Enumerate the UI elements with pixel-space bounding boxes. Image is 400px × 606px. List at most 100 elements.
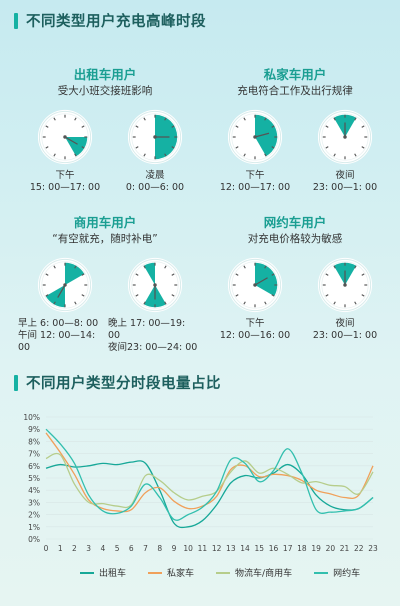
clock-tick xyxy=(53,153,56,157)
legend-item: 物流车/商用车 xyxy=(216,566,292,579)
section1-title: 不同类型用户充电高峰时段 xyxy=(26,14,206,30)
clock-tick xyxy=(81,125,85,128)
clock-icon xyxy=(227,257,283,313)
clock-icon xyxy=(37,257,93,313)
x-tick-label: 17 xyxy=(283,544,293,553)
time-label: 夜间 23: 00—1: 00 xyxy=(312,170,378,193)
user-peak-grid: 出租车用户 受大小班交接班影响 下午 15: 00—17: 00 凌晨 0: 00—… xyxy=(10,58,390,354)
y-tick-label: 2% xyxy=(28,511,40,520)
clock-tick xyxy=(81,273,85,276)
legend-label: 出租车 xyxy=(99,569,127,579)
clock-tick xyxy=(333,117,336,121)
clock-tick xyxy=(171,273,175,276)
legend-swatch xyxy=(216,571,231,574)
clock-center xyxy=(343,135,347,139)
legend-swatch xyxy=(148,571,163,574)
clock-tick xyxy=(74,153,77,157)
user-desc: “有空就充，随时补电” xyxy=(52,233,158,245)
y-tick-label: 10% xyxy=(23,413,40,422)
clock-tick xyxy=(135,125,139,128)
clock-tick xyxy=(354,117,357,121)
clock-tick xyxy=(361,146,365,149)
clock-tick xyxy=(45,294,49,297)
legend-label: 网约车 xyxy=(333,569,361,579)
section2-title: 不同用户类型分时段电量占比 xyxy=(26,376,221,392)
user-title: 出租车用户 xyxy=(73,67,137,82)
user-title: 商用车用户 xyxy=(73,215,137,230)
clock-icon xyxy=(127,109,183,165)
clock-icon xyxy=(317,257,373,313)
x-tick-label: 15 xyxy=(254,544,264,553)
clock-tick xyxy=(333,301,336,305)
clock-tick xyxy=(354,265,357,269)
clock-tick xyxy=(264,153,267,157)
x-tick-label: 0 xyxy=(44,544,49,553)
clock-tick xyxy=(74,117,77,121)
clock-tick xyxy=(53,117,56,121)
y-tick-label: 4% xyxy=(28,486,40,495)
clock-tick xyxy=(235,146,239,149)
clock-tick xyxy=(164,153,167,157)
y-tick-label: 0% xyxy=(28,535,40,544)
user-card-private: 私家车用户 充电符合工作及出行规律 下午 12: 00—17: 00 夜间 23: … xyxy=(200,58,390,206)
user-desc: 充电符合工作及出行规律 xyxy=(237,85,353,97)
clock-center xyxy=(63,135,67,139)
clock-tick xyxy=(235,294,239,297)
accent-bar xyxy=(14,12,18,29)
clock-tick xyxy=(271,146,275,149)
time-label: 下午 12: 00—16: 00 xyxy=(219,318,291,341)
y-tick-label: 8% xyxy=(28,437,40,446)
user-card-commercial: 商用车用户 “有空就充，随时补电” 早上 6: 00—8: 00 午间 12: 0… xyxy=(10,206,200,354)
clock-tick xyxy=(81,294,85,297)
clock-tick xyxy=(333,265,336,269)
legend-item: 网约车 xyxy=(314,566,360,579)
clock-tick xyxy=(325,146,329,149)
x-tick-label: 3 xyxy=(86,544,91,553)
x-tick-label: 23 xyxy=(368,544,378,553)
user-desc: 受大小班交接班影响 xyxy=(57,85,153,97)
x-tick-label: 19 xyxy=(311,544,321,553)
clock-tick xyxy=(361,125,365,128)
clock-tick xyxy=(74,265,77,269)
clock-tick xyxy=(164,117,167,121)
series-line-3 xyxy=(45,428,374,521)
clock-center xyxy=(153,283,157,287)
x-tick-label: 1 xyxy=(58,544,63,553)
time-label: 下午 12: 00—17: 00 xyxy=(219,170,291,193)
clock-tick xyxy=(171,146,175,149)
clock-tick xyxy=(243,301,246,305)
peak-sector xyxy=(65,137,88,157)
clock-tick xyxy=(45,146,49,149)
peak-sector xyxy=(255,114,278,157)
legend-label: 私家车 xyxy=(167,569,195,579)
y-tick-label: 5% xyxy=(28,474,40,483)
clock-tick xyxy=(135,294,139,297)
clock-tick xyxy=(81,146,85,149)
clock-tick xyxy=(53,265,56,269)
clock-tick xyxy=(361,294,365,297)
clock-tick xyxy=(45,273,49,276)
clock-tick xyxy=(235,125,239,128)
x-tick-label: 8 xyxy=(157,544,162,553)
user-card-ridehail: 网约车用户 对充电价格较为敏感 下午 12: 00—16: 00 夜间 23: 00… xyxy=(200,206,390,354)
x-tick-label: 21 xyxy=(340,544,350,553)
clock-tick xyxy=(325,294,329,297)
clock-tick xyxy=(325,125,329,128)
clock-hand xyxy=(64,136,78,145)
clock-center xyxy=(153,135,157,139)
series-line-0 xyxy=(45,460,374,529)
chart-legend: 出租车 私家车 物流车/商用车 网约车 xyxy=(80,566,360,579)
clock-hand xyxy=(254,132,270,138)
clock-hand xyxy=(57,284,66,298)
clock-tick xyxy=(264,301,267,305)
user-card-taxi: 出租车用户 受大小班交接班影响 下午 15: 00—17: 00 凌晨 0: 00—… xyxy=(10,58,200,206)
x-tick-label: 16 xyxy=(269,544,279,553)
clock-tick xyxy=(271,294,275,297)
peak-sector xyxy=(45,285,65,308)
clock-icon xyxy=(127,257,183,313)
accent-bar xyxy=(14,374,18,391)
x-tick-label: 11 xyxy=(198,544,208,553)
clock-center xyxy=(253,135,257,139)
clock-tick xyxy=(333,153,336,157)
x-tick-label: 6 xyxy=(129,544,134,553)
